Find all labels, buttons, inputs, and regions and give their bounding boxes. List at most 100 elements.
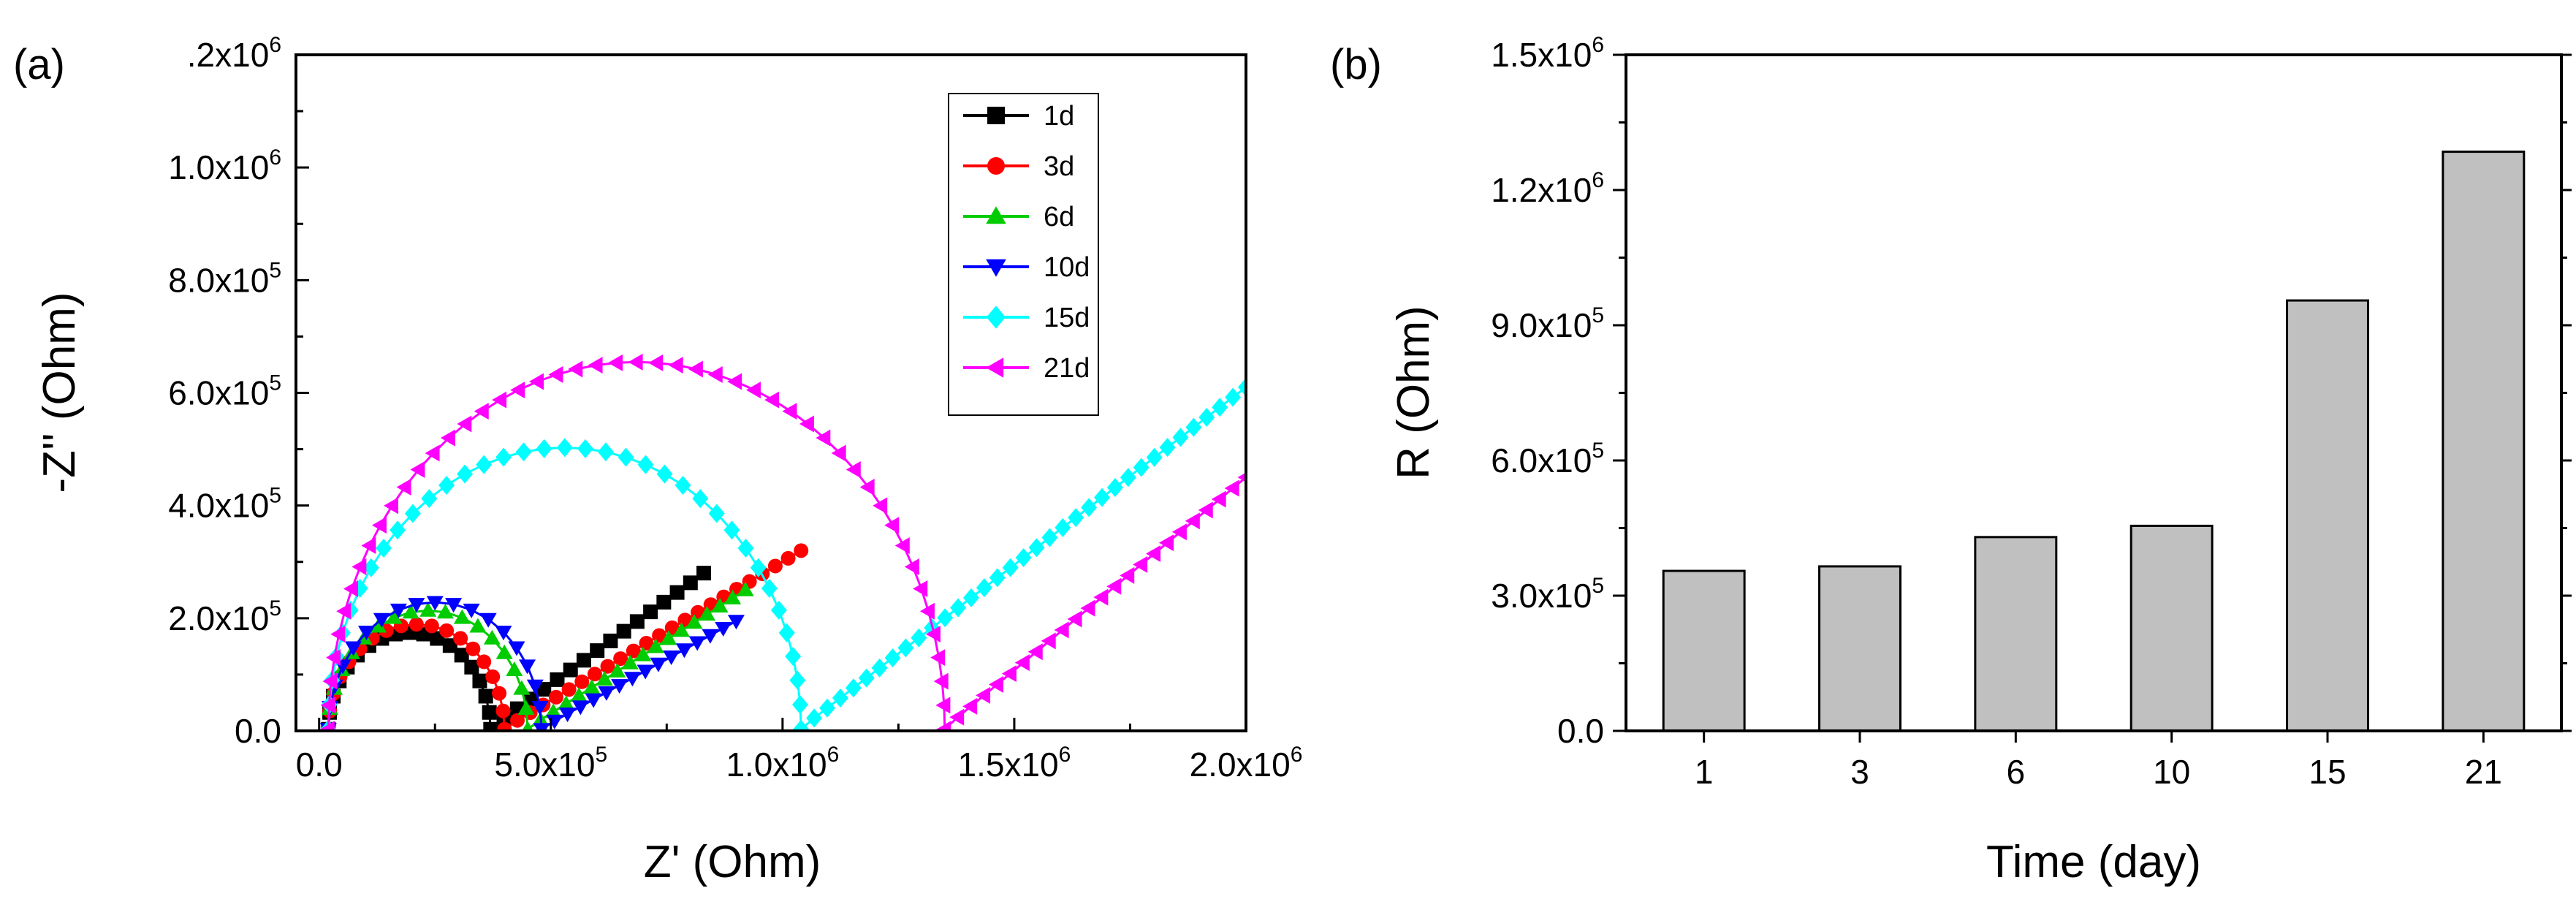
data-point (390, 603, 407, 618)
data-point (873, 497, 888, 515)
data-point (1225, 387, 1242, 407)
series-21d (319, 353, 1246, 731)
data-point (688, 360, 703, 378)
data-point (832, 688, 848, 708)
data-point (492, 686, 507, 701)
data-point (816, 429, 831, 447)
data-point (707, 365, 723, 383)
data-point (831, 444, 846, 462)
data-point (544, 703, 562, 718)
x-tick-label: 1.0x106 (726, 743, 839, 784)
x-tick-label: 21 (2465, 753, 2502, 791)
data-point (767, 558, 783, 574)
data-point (513, 680, 531, 695)
legend-label-3d: 3d (1044, 151, 1074, 182)
data-point (600, 659, 615, 674)
data-point (464, 659, 479, 675)
data-point (598, 686, 615, 701)
data-point (479, 612, 497, 628)
data-point (794, 543, 809, 558)
data-point (376, 539, 392, 558)
data-point (517, 699, 535, 715)
data-point (474, 403, 489, 420)
data-point (626, 643, 641, 659)
data-point (357, 626, 375, 641)
data-point (711, 598, 729, 613)
data-point (913, 580, 928, 597)
data-point (745, 382, 761, 399)
data-point (590, 643, 605, 659)
data-point (390, 520, 406, 540)
data-point (497, 721, 512, 731)
y-tick-label: 2.0x105 (168, 596, 281, 637)
data-point (933, 672, 949, 690)
data-point (871, 658, 888, 678)
data-point (577, 439, 593, 458)
data-point (425, 444, 440, 462)
data-point (457, 464, 474, 484)
x-tick-label: 0.0 (296, 746, 343, 784)
data-point (404, 504, 421, 523)
legend-marker-15d (986, 306, 1006, 329)
data-point (1106, 577, 1122, 595)
data-point (723, 520, 740, 540)
data-point (1198, 501, 1213, 519)
data-point (764, 391, 780, 409)
data-point (668, 357, 683, 374)
data-point (935, 697, 951, 714)
data-point (596, 670, 613, 686)
panel-a-y-axis-title: -Z'' (Ohm) (34, 292, 85, 493)
x-tick-label: 1.5x106 (958, 743, 1071, 784)
data-point (373, 612, 390, 628)
data-point (548, 365, 563, 383)
data-point (936, 721, 951, 731)
data-point (685, 614, 703, 629)
data-point (675, 643, 693, 659)
data-point (469, 618, 487, 633)
data-point (495, 703, 511, 718)
data-point (585, 693, 602, 708)
data-point (550, 672, 565, 687)
data-point (727, 615, 745, 630)
data-point (522, 721, 534, 731)
x-tick-label: 3 (1850, 753, 1869, 791)
data-point (611, 679, 628, 694)
data-point (727, 373, 742, 390)
data-point (362, 558, 379, 577)
data-point (962, 588, 979, 607)
data-point (457, 415, 472, 433)
data-point (1041, 528, 1058, 547)
data-point (529, 373, 544, 390)
panel-b-axes-frame (1625, 53, 2563, 732)
panel-b-x-axis-title: Time (day) (1986, 837, 2201, 887)
data-point (536, 682, 552, 697)
y-tick-label: 8.0x105 (168, 258, 281, 299)
data-point (621, 654, 639, 669)
data-point (466, 641, 481, 656)
y-tick-label: 1.2x106 (1491, 168, 1604, 209)
data-point (770, 600, 787, 620)
data-point (688, 636, 706, 651)
data-point (937, 608, 954, 628)
data-point (663, 650, 680, 666)
data-point (1054, 621, 1069, 639)
data-point (571, 700, 589, 716)
y-tick-label: 9.0x105 (1491, 303, 1604, 344)
data-point (656, 594, 672, 610)
data-point (568, 360, 583, 378)
legend-label-10d: 10d (1044, 252, 1090, 283)
data-point (904, 558, 919, 576)
data-point (482, 705, 497, 720)
legend-marker-10d (986, 259, 1006, 277)
y-tick-label: .2x106 (187, 33, 281, 74)
data-point (675, 476, 691, 496)
data-point (884, 517, 900, 534)
data-point (911, 628, 927, 648)
data-point (672, 622, 690, 637)
data-point (976, 686, 991, 704)
data-point (608, 354, 623, 371)
data-point (370, 618, 387, 633)
data-point (1238, 377, 1246, 397)
data-point (476, 654, 492, 669)
data-point (510, 713, 525, 728)
